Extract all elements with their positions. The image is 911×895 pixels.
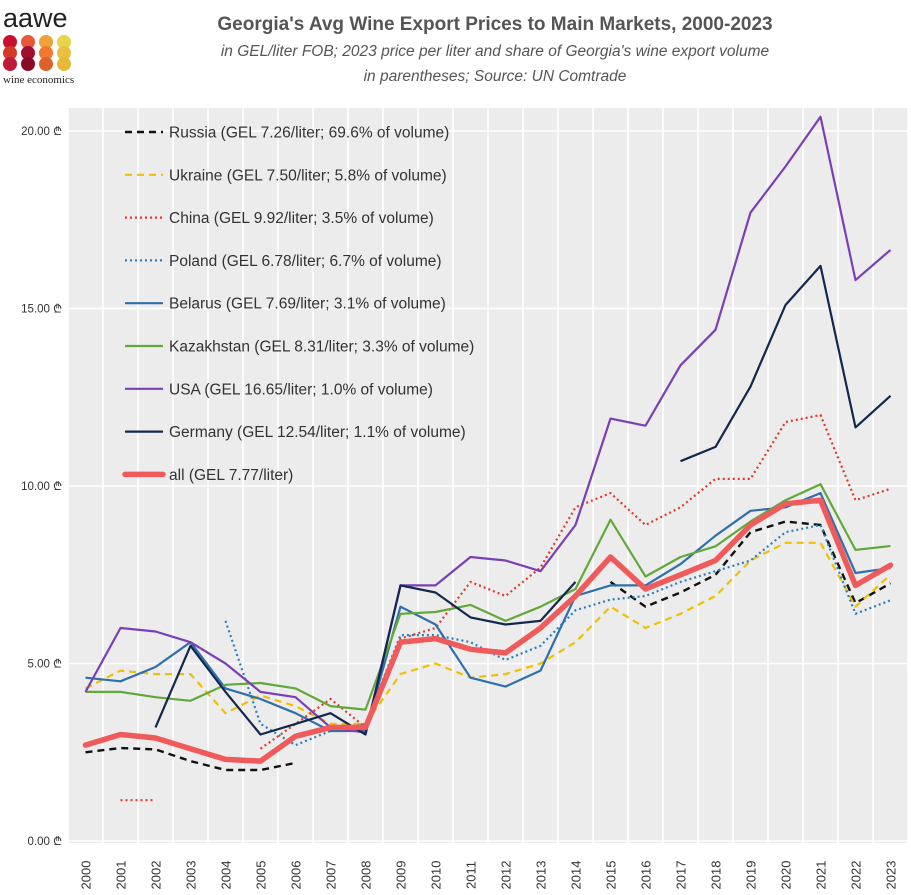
logo-dot — [39, 46, 53, 60]
logo-dot — [57, 35, 71, 49]
logo-tagline: wine economics — [3, 74, 74, 86]
logo: aawe wine economics — [3, 3, 74, 86]
legend-label: Russia (GEL 7.26/liter; 69.6% of volume) — [169, 125, 449, 142]
series-line-4 — [85, 492, 891, 733]
legend-label: USA (GEL 16.65/liter; 1.0% of volume) — [169, 381, 433, 398]
x-tick-label: 2007 — [324, 861, 339, 890]
logo-dots — [3, 35, 71, 71]
logo-dot — [21, 57, 35, 71]
logo-dot — [39, 57, 53, 71]
legend: Russia (GEL 7.26/liter; 69.6% of volume)… — [122, 125, 474, 484]
x-tick-label: 2015 — [604, 861, 619, 890]
logo-dot — [21, 35, 35, 49]
x-tick-label: 2011 — [464, 861, 479, 889]
x-tick-label: 2001 — [114, 861, 129, 890]
y-tick-label: 10.00 ₾ — [21, 481, 62, 493]
x-tick-label: 2000 — [79, 861, 94, 890]
x-tick-label: 2020 — [779, 861, 794, 890]
chart-subtitle-line1: in GEL/liter FOB; 2023 price per liter a… — [221, 43, 770, 60]
series-line-8 — [82, 497, 894, 764]
x-tick-label: 2018 — [709, 861, 724, 890]
logo-name: aawe — [3, 3, 68, 33]
x-axis-ticks: 2000 2001 2002 2003 2004 2005 2006 2007 2008 2009… — [79, 861, 899, 890]
x-tick-label: 2010 — [429, 861, 444, 890]
y-axis-ticks: 0.00 ₾ 5.00 ₾ 10.00 ₾ 15.00 ₾ 20.00 ₾ — [21, 126, 62, 848]
x-tick-label: 2014 — [569, 861, 584, 890]
x-tick-label: 2008 — [359, 861, 374, 890]
logo-dot — [3, 57, 17, 71]
legend-label: all (GEL 7.77/liter) — [169, 467, 293, 484]
legend-label: Germany (GEL 12.54/liter; 1.1% of volume… — [169, 424, 466, 441]
x-tick-label: 2006 — [289, 861, 304, 890]
chart-title: Georgia's Avg Wine Export Prices to Main… — [217, 14, 772, 35]
series-line-7 — [154, 581, 577, 736]
logo-dot — [57, 46, 71, 60]
y-tick-label: 15.00 ₾ — [21, 304, 62, 316]
x-tick-label: 2004 — [219, 861, 234, 890]
x-tick-label: 2023 — [884, 861, 899, 890]
x-tick-label: 2013 — [534, 861, 549, 890]
x-tick-label: 2022 — [849, 861, 864, 890]
legend-label: Ukraine (GEL 7.50/liter; 5.8% of volume) — [169, 167, 447, 184]
x-tick-label: 2016 — [639, 861, 654, 890]
series-line-0 — [609, 520, 892, 608]
series-lines — [82, 115, 894, 802]
x-tick-label: 2009 — [394, 861, 409, 890]
x-tick-label: 2021 — [814, 861, 829, 890]
legend-label: Belarus (GEL 7.69/liter; 3.1% of volume) — [169, 296, 446, 313]
y-tick-label: 0.00 ₾ — [28, 836, 63, 848]
x-tick-label: 2002 — [149, 861, 164, 890]
series-line-1 — [85, 541, 892, 725]
chart-subtitle-line2: in parentheses; Source: UN Comtrade — [364, 68, 627, 85]
x-tick-label: 2019 — [744, 861, 759, 890]
y-tick-label: 5.00 ₾ — [28, 659, 63, 671]
x-tick-label: 2012 — [499, 861, 514, 890]
logo-dot — [3, 35, 17, 49]
legend-label: Kazakhstan (GEL 8.31/liter; 3.3% of volu… — [169, 339, 474, 356]
x-tick-label: 2003 — [184, 861, 199, 890]
logo-dot — [57, 57, 71, 71]
series-line-5 — [85, 483, 891, 711]
series-line-3 — [224, 523, 891, 747]
x-tick-label: 2017 — [674, 861, 689, 890]
legend-label: Poland (GEL 6.78/liter; 6.7% of volume) — [169, 253, 442, 270]
y-tick-label: 20.00 ₾ — [21, 126, 62, 138]
logo-dot — [21, 46, 35, 60]
logo-dot — [39, 35, 53, 49]
series-line-7 — [680, 264, 892, 463]
logo-dot — [3, 46, 17, 60]
legend-label: China (GEL 9.92/liter; 3.5% of volume) — [169, 210, 434, 227]
series-line-6 — [84, 115, 892, 734]
x-tick-label: 2005 — [254, 861, 269, 890]
